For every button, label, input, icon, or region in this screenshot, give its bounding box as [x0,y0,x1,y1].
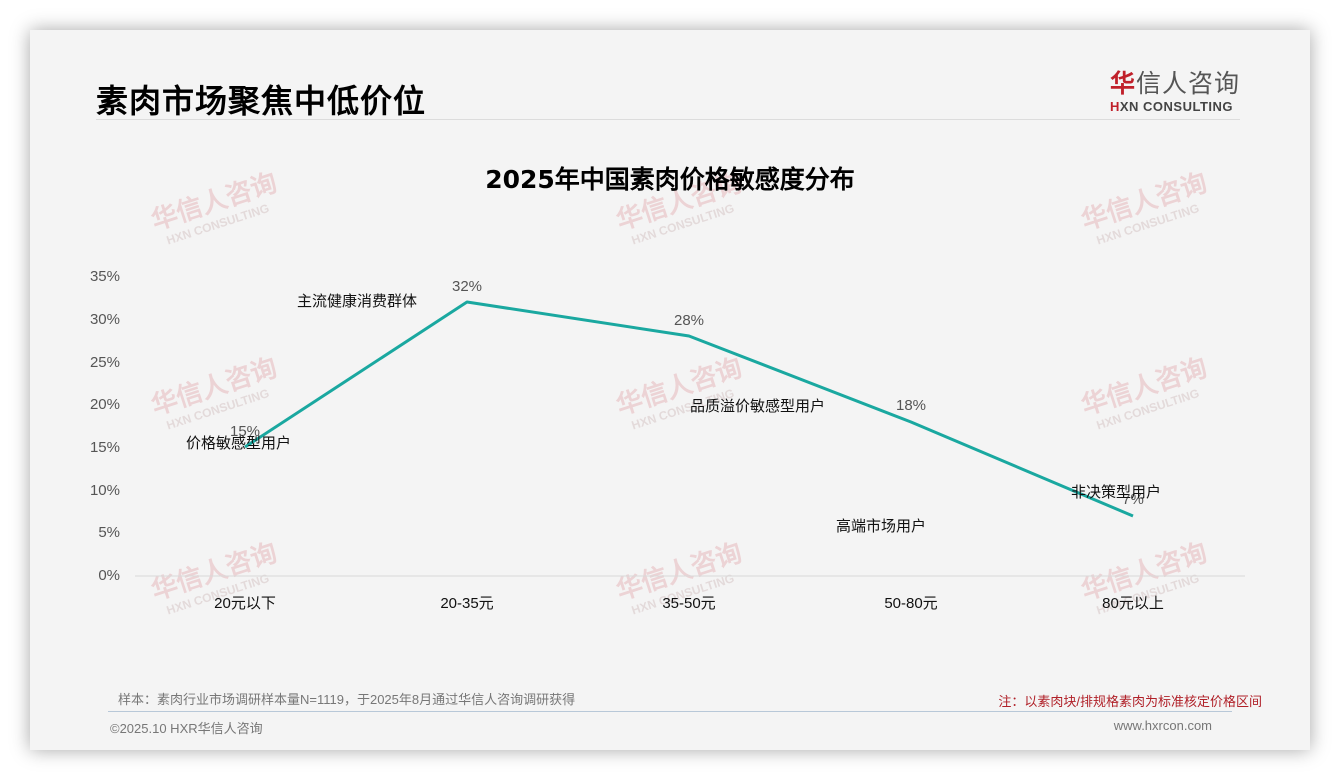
y-tick: 35% [90,268,120,285]
x-tick: 35-50元 [662,595,715,612]
chart-title: 2025年中国素肉价格敏感度分布 [485,165,855,194]
x-axis: 20元以下 20-35元 35-50元 50-80元 80元以上 [214,595,1164,612]
y-axis: 35% 30% 25% 20% 15% 10% 5% 0% [90,268,120,584]
data-label: 28% [674,312,704,329]
x-tick: 20-35元 [440,595,493,612]
data-label: 18% [896,397,926,414]
sample-note: 样本：素肉行业市场调研样本量N=1119，于2025年8月通过华信人咨询调研获得 [118,692,576,707]
data-label: 7% [1122,491,1144,508]
annotations: 价格敏感型用户 主流健康消费群体 品质溢价敏感型用户 高端市场用户 非决策型用户 [186,293,1161,535]
price-note: 注：以素肉块/排规格素肉为标准核定价格区间 [998,694,1262,709]
logo-english: HXN CONSULTING [1110,99,1240,114]
copyright: ©2025.10 HXR华信人咨询 [110,721,263,736]
page-title: 素肉市场聚焦中低价位 [96,82,427,120]
y-tick: 15% [90,439,120,456]
data-labels: 15% 32% 28% 18% 7% [230,278,1144,508]
logo-en-mark: H [1109,99,1120,114]
data-label: 15% [230,423,260,440]
x-tick: 80元以上 [1102,595,1164,612]
y-tick: 0% [98,567,120,584]
y-tick: 20% [90,396,120,413]
y-tick: 5% [98,524,120,541]
brand-logo: 华信人咨询 HXN CONSULTING [1110,64,1240,114]
slide: 素肉市场聚焦中低价位 华信人咨询 HXN CONSULTING 华信人咨询 HXN… [30,30,1310,750]
annotation: 品质溢价敏感型用户 [690,398,825,415]
annotation: 主流健康消费群体 [297,293,417,310]
website-url: www.hxrcon.com [1113,718,1212,733]
logo-en-text: XN CONSULTING [1119,99,1234,114]
data-label: 32% [452,278,482,295]
annotation: 高端市场用户 [836,518,926,535]
header-divider [96,119,1240,120]
y-tick: 25% [90,354,120,371]
y-tick: 10% [90,482,120,499]
logo-mark: 华 [1109,69,1136,98]
annotation: 非决策型用户 [1071,484,1161,501]
y-tick: 30% [90,311,120,328]
logo-chinese: 华信人咨询 [1110,64,1240,100]
footer-divider [108,711,1232,712]
series-line [244,300,1134,518]
x-tick: 20元以下 [214,595,276,612]
annotation: 价格敏感型用户 [186,435,291,452]
logo-cn-text: 信人咨询 [1135,69,1240,98]
x-tick: 50-80元 [884,595,937,612]
